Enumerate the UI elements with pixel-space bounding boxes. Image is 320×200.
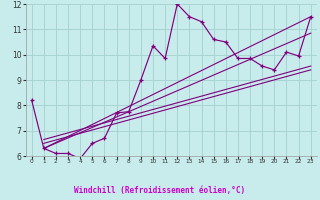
Text: Windchill (Refroidissement éolien,°C): Windchill (Refroidissement éolien,°C) [75, 186, 245, 196]
